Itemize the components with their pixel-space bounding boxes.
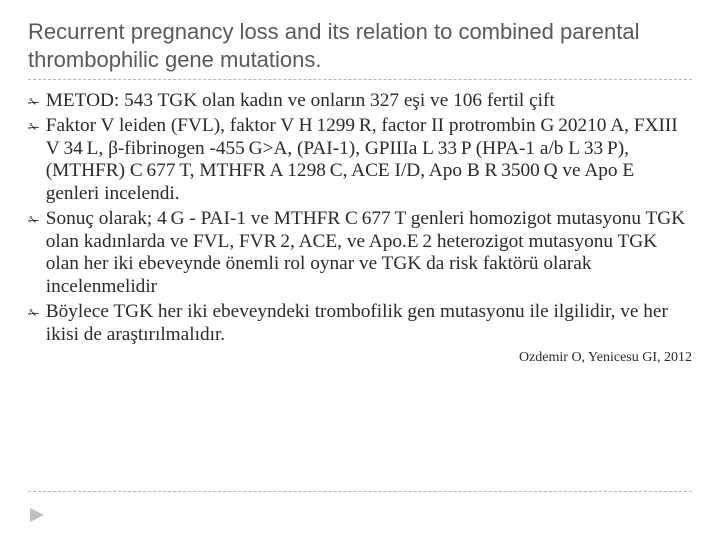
citation-text: Ozdemir O, Yenicesu GI, 2012 [28,350,692,367]
list-item-text: METOD: 543 TGK olan kadın ve onların 327… [46,90,692,113]
bullet-icon: ✁ [28,94,40,111]
list-item: ✁ Sonuç olarak; 4 G - PAI-1 ve MTHFR C 6… [28,208,692,299]
bottom-divider [28,491,692,492]
list-item-text: Faktor V leiden (FVL), faktor V H 1299 R… [46,115,692,206]
bullet-icon: ✁ [28,119,40,136]
title-divider [28,79,692,80]
corner-marker-icon [30,508,44,522]
list-item-text: Sonuç olarak; 4 G - PAI-1 ve MTHFR C 677… [46,208,692,299]
list-item: ✁ Faktor V leiden (FVL), faktor V H 1299… [28,115,692,206]
list-item: ✁ Böylece TGK her iki ebeveyndeki trombo… [28,301,692,347]
bullet-icon: ✁ [28,305,40,322]
slide-title: Recurrent pregnancy loss and its relatio… [28,18,692,73]
list-item-text: Böylece TGK her iki ebeveyndeki trombofi… [46,301,692,347]
body-text: ✁ METOD: 543 TGK olan kadın ve onların 3… [28,90,692,367]
bullet-icon: ✁ [28,212,40,229]
list-item: ✁ METOD: 543 TGK olan kadın ve onların 3… [28,90,692,113]
